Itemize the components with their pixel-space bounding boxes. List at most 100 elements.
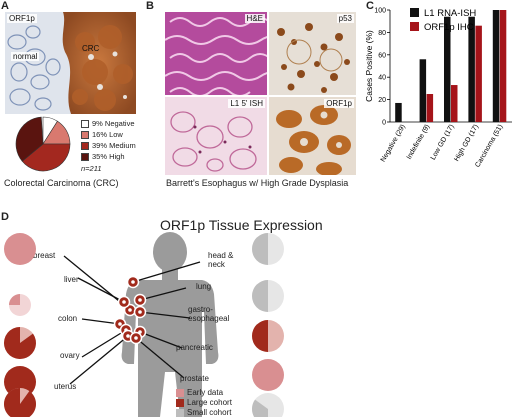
ish-micrograph: L1 5' ISH — [165, 97, 267, 175]
bar-chart: Cases Positive (%) 0 20 40 60 80 100 Negative (… — [364, 8, 512, 169]
legend-negative: 9% Negative — [81, 119, 135, 128]
pie-right-1 — [252, 280, 284, 312]
tissue-pies — [3, 233, 284, 417]
organ-target-center — [122, 300, 126, 304]
panel-b-letter: B — [146, 0, 154, 12]
organ-target-center — [138, 310, 142, 314]
pie-right-4-slice — [252, 399, 268, 417]
bar-l1-rna-ish — [395, 102, 402, 122]
he-image-label: H&E — [244, 14, 265, 23]
legend-early-data: Early data — [176, 388, 223, 397]
pie-right-4 — [252, 393, 284, 417]
organ-colon: colon — [58, 314, 78, 323]
y-tick-label: 60 — [378, 52, 386, 59]
organ-target-center — [134, 336, 138, 340]
bar-l1-rna-ish — [468, 16, 475, 122]
crc-orf1p-pie — [15, 116, 71, 172]
bar-orf1p-ihc — [475, 25, 482, 122]
pie-right-1-slice — [252, 280, 268, 312]
x-tick-label: High GD (17) — [453, 123, 480, 162]
pie-right-0 — [252, 233, 284, 265]
crc-image-label: CRC — [82, 44, 100, 53]
organ-target-center — [128, 308, 132, 312]
pie-breast-slice — [4, 233, 36, 265]
organ-gastroesophageal: gastro- esophageal — [188, 305, 230, 323]
legend-high: 35% High — [81, 152, 125, 161]
y-axis-label: Cases Positive (%) — [364, 30, 374, 102]
p53-image-label: p53 — [336, 14, 354, 23]
y-tick-label: 80 — [378, 30, 386, 37]
pie-uterus-slice — [4, 388, 36, 417]
bar-orf1p-ihc — [451, 85, 458, 122]
legend-low: 16% Low — [81, 130, 123, 139]
swatch-negative — [81, 119, 89, 128]
y-tick-label: 100 — [374, 8, 386, 15]
organ-ovary: ovary — [60, 351, 80, 360]
pie-right-3 — [252, 359, 284, 391]
swatch-large — [176, 398, 184, 407]
y-tick-label: 20 — [378, 97, 386, 104]
organ-liver: liver — [64, 275, 79, 284]
he-micrograph: H&E — [165, 12, 267, 95]
pie-slice-high — [15, 116, 44, 162]
panel-a-letter: A — [1, 0, 9, 12]
legend-large-cohort: Large cohort — [176, 398, 232, 407]
organ-target-center — [138, 298, 142, 302]
panel-a-caption: Colorectal Carcinoma (CRC) — [4, 178, 119, 188]
normal-image-label: normal — [11, 52, 40, 61]
pie-right-3-slice — [252, 359, 284, 391]
x-tick-label: Low GD (17) — [430, 124, 456, 162]
organ-lung: lung — [196, 282, 212, 291]
swatch-early — [176, 388, 184, 397]
pie-ovary-slice — [4, 366, 36, 398]
pie-liver-slice — [9, 294, 20, 305]
panel-d-title: ORF1p Tissue Expression — [160, 217, 323, 233]
organ-target-center — [126, 334, 130, 338]
panel-c-letter: C — [366, 0, 374, 12]
pie-ovary — [4, 366, 36, 398]
pie-colon — [3, 327, 36, 359]
orf1p-ihc-image-label: ORF1p — [324, 99, 354, 108]
swatch-low — [81, 130, 89, 139]
organ-prostate: prostate — [180, 374, 209, 383]
pie-uterus — [4, 388, 36, 417]
bar-orf1p-ihc — [499, 10, 507, 122]
pie-liver — [9, 294, 31, 316]
organ-breast: breast — [33, 251, 56, 260]
p53-micrograph: p53 — [269, 12, 356, 95]
swatch-high — [81, 152, 89, 161]
orf1p-ihc-micrograph: ORF1p — [269, 97, 356, 175]
legend-swatch — [410, 8, 419, 17]
organ-target-center — [118, 322, 122, 326]
legend-swatch — [410, 22, 419, 31]
pie-right-2 — [252, 320, 284, 352]
ish-image-label: L1 5' ISH — [228, 99, 265, 108]
legend-label: L1 RNA-ISH — [424, 8, 476, 19]
pie-colon-slice — [3, 327, 36, 359]
organ-uterus: uterus — [54, 382, 77, 391]
organ-head-neck: head & neck — [208, 251, 234, 269]
panel-b-caption: Barrett's Esophagus w/ High Grade Dyspla… — [166, 178, 349, 188]
sample-size: n=211 — [81, 164, 102, 173]
pie-breast — [4, 233, 36, 265]
bar-l1-rna-ish — [444, 16, 451, 122]
y-tick-label: 40 — [378, 75, 386, 82]
organ-leader-lines — [63, 255, 201, 385]
bar-orf1p-ihc — [426, 94, 434, 122]
legend-medium: 39% Medium — [81, 141, 136, 150]
organ-target-center — [131, 280, 135, 284]
pie-right-2-slice — [252, 320, 268, 352]
swatch-medium — [81, 141, 89, 150]
bar-l1-rna-ish — [492, 10, 500, 122]
bar-l1-rna-ish — [419, 59, 427, 122]
pie-right-0-slice — [252, 233, 268, 265]
x-tick-label: Indefinite (9) — [406, 124, 432, 161]
crc-micrograph: ORF1p normal CRC — [5, 12, 136, 114]
y-tick-label: 0 — [382, 120, 386, 127]
orf1p-image-label: ORF1p — [7, 14, 37, 23]
panel-d-letter: D — [1, 211, 9, 223]
legend-small-cohort: Small cohort — [176, 408, 231, 417]
x-tick-label: Negative (29) — [380, 124, 407, 164]
pie-slice-medium — [21, 143, 71, 172]
x-tick-label: Carcinoma (51) — [474, 124, 504, 169]
